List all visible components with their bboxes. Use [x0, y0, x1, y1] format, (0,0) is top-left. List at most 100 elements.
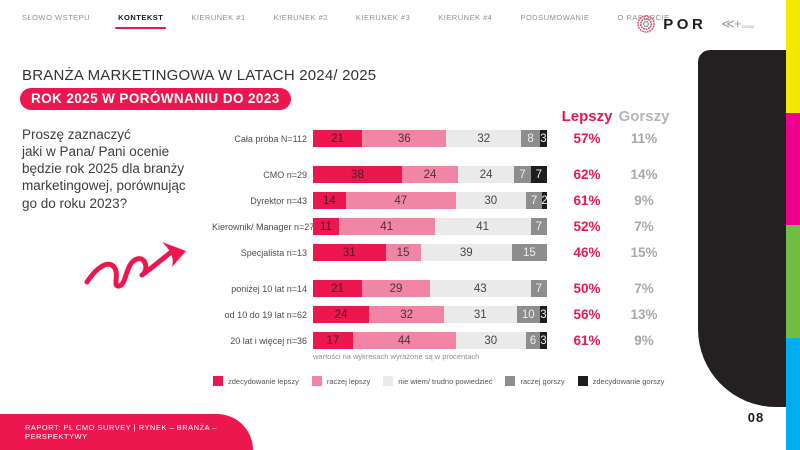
legend-item-nie-wiem-trudno-powiedziec: nie wiem/ trudno powiedzieć: [383, 376, 492, 386]
legend-item-zdecydowanie-lepszy: zdecydowanie lepszy: [213, 376, 299, 386]
bar-segment-zdecydowanie-lepszy: 38: [313, 166, 402, 183]
nav-item-kierunek-2[interactable]: KIERUNEK #2: [273, 13, 328, 22]
legend-swatch-icon: [383, 376, 394, 386]
segment-value: 31: [342, 246, 356, 259]
stripe-green: [786, 225, 800, 338]
segment-value: 36: [397, 132, 411, 145]
segment-value: 15: [396, 246, 410, 259]
segment-value: 43: [473, 282, 487, 295]
segment-value: 14: [322, 194, 336, 207]
plus-group-mark-icon: ≪+: [721, 16, 741, 31]
summary-gorszy-value: 9%: [634, 333, 654, 348]
logo-area: POR ≪+ Group: [636, 14, 754, 34]
bar-segment-zdecydowanie-lepszy: 24: [313, 306, 370, 323]
bar-segment-nie-wiem-trudno-powiedziec: 43: [429, 280, 531, 297]
stacked-bar: 38 24 24 7 7: [313, 166, 547, 183]
bar-segment-nie-wiem-trudno-powiedziec: 41: [434, 218, 531, 235]
row-label: od 10 do 19 lat n=62: [224, 309, 307, 320]
bar-segment-zdecydowanie-lepszy: 17: [313, 332, 353, 349]
bar-segment-zdecydowanie-lepszy: 14: [313, 192, 346, 209]
nav-item-kierunek-1[interactable]: KIERUNEK #1: [191, 13, 246, 22]
segment-value: 24: [479, 168, 493, 181]
summary-gorszy-value: 9%: [634, 193, 654, 208]
chart-row: od 10 do 19 lat n=62 24 32 31 10 3 56% 13%: [212, 306, 671, 323]
bar-segment-zdecydowanie-gorszy: 3: [539, 332, 547, 349]
footer-banner: RAPORT: PL CMO SURVEY | RYNEK – BRANŻA –…: [0, 414, 253, 450]
segment-value: 30: [484, 194, 498, 207]
bar-segment-nie-wiem-trudno-powiedziec: 31: [444, 306, 517, 323]
segment-value: 7: [530, 194, 538, 207]
summary-lepszy-value: 52%: [573, 219, 601, 234]
segment-value: 8: [527, 132, 534, 145]
summary-lepszy-value: 56%: [573, 307, 601, 322]
segment-value: 32: [400, 308, 413, 321]
summary-lepszy-value: 46%: [573, 245, 601, 260]
summary-gorszy-value: 11%: [630, 131, 658, 146]
stacked-bar: 31 15 39 15: [313, 244, 547, 261]
bar-segment-raczej-lepszy: 32: [369, 306, 445, 323]
nav-item-o-raporcie[interactable]: O RAPORCIE: [617, 13, 670, 22]
legend-label: nie wiem/ trudno powiedzieć: [398, 376, 493, 386]
segment-value: 2: [541, 194, 548, 207]
legend-item-zdecydowanie-gorszy: zdecydowanie gorszy: [577, 376, 665, 386]
segment-value: 29: [389, 282, 403, 295]
stacked-bar: 11 41 41 7: [313, 218, 547, 235]
bar-segment-zdecydowanie-lepszy: 21: [313, 280, 363, 297]
stripe-magenta: [786, 112, 800, 225]
segment-value: 41: [380, 220, 394, 233]
stacked-bar-chart: Cała próba N=112 21 36 32 8 3 57% 11% CMO n=29 38…: [212, 130, 671, 349]
chart-row: 20 lat i więcej n=36 17 44 30 6 3 61% 9%: [212, 332, 671, 349]
legend-item-raczej-lepszy: raczej lepszy: [311, 376, 370, 386]
row-label: poniżej 10 lat n=14: [231, 283, 307, 294]
segment-value: 47: [394, 194, 408, 207]
bar-segment-raczej-lepszy: 41: [338, 218, 435, 235]
summary-lepszy-value: 50%: [573, 281, 601, 296]
bar-segment-nie-wiem-trudno-powiedziec: 32: [446, 130, 522, 147]
nav-item-podsumowanie[interactable]: PODSUMOWANIE: [520, 13, 590, 22]
chart-row: Specjalista n=13 31 15 39 15 46% 15%: [212, 244, 671, 261]
segment-value: 3: [540, 334, 547, 347]
nav-item-slowo-wstepu[interactable]: SŁOWO WSTĘPU: [22, 13, 91, 22]
stacked-bar: 24 32 31 10 3: [313, 306, 547, 323]
legend-swatch-icon: [505, 376, 516, 386]
bar-segment-nie-wiem-trudno-powiedziec: 39: [420, 244, 512, 261]
por-logo-text: POR: [663, 15, 707, 33]
bar-segment-nie-wiem-trudno-powiedziec: 24: [458, 166, 515, 183]
report-label: RAPORT: PL CMO SURVEY | RYNEK – BRANŻA –…: [25, 423, 218, 441]
segment-value: 38: [351, 168, 364, 181]
stripe-yellow: [786, 0, 800, 113]
legend-label: zdecydowanie gorszy: [592, 376, 665, 386]
nav-item-kierunek-4[interactable]: KIERUNEK #4: [438, 13, 493, 22]
summary-gorszy-value: 14%: [630, 167, 658, 182]
stacked-bar: 21 29 43 7: [313, 280, 547, 297]
stacked-bar: 21 36 32 8 3: [313, 130, 547, 147]
row-label: Cała próba N=112: [234, 133, 307, 144]
bar-segment-nie-wiem-trudno-powiedziec: 30: [455, 192, 526, 209]
bar-segment-raczej-gorszy: 7: [525, 192, 543, 209]
page-number: 08: [747, 410, 765, 425]
summary-lepszy-value: 57%: [573, 131, 601, 146]
chart-legend: zdecydowanie lepszy raczej lepszy nie wiem…: [213, 376, 664, 386]
segment-value: 31: [473, 308, 487, 321]
segment-value: 39: [459, 246, 473, 259]
stripe-cyan: [786, 337, 800, 450]
segment-value: 11: [319, 220, 332, 233]
bar-segment-zdecydowanie-lepszy: 11: [313, 218, 339, 235]
row-label: CMO n=29: [263, 169, 307, 180]
legend-swatch-icon: [577, 376, 588, 386]
title-badge: ROK 2025 W PORÓWNANIU DO 2023: [20, 88, 291, 110]
squiggle-arrow-icon: [84, 242, 186, 289]
segment-value: 7: [519, 168, 526, 181]
plus-group-label: Group: [741, 23, 754, 29]
chart-footnote: wartości na wykresach wyrażone są w proc…: [313, 352, 480, 361]
bar-segment-raczej-gorszy: 15: [511, 244, 547, 261]
bar-segment-zdecydowanie-lepszy: 21: [313, 130, 363, 147]
column-header-gorszy: Gorszy: [618, 108, 670, 125]
cmyk-stripes: [786, 0, 800, 450]
bar-segment-nie-wiem-trudno-powiedziec: 30: [455, 332, 526, 349]
bar-segment-raczej-gorszy: 10: [516, 306, 540, 323]
nav-item-kontekst[interactable]: KONTEKST: [115, 13, 167, 29]
legend-swatch-icon: [311, 376, 322, 386]
bar-segment-raczej-lepszy: 44: [352, 332, 456, 349]
nav-item-kierunek-3[interactable]: KIERUNEK #3: [355, 13, 411, 22]
